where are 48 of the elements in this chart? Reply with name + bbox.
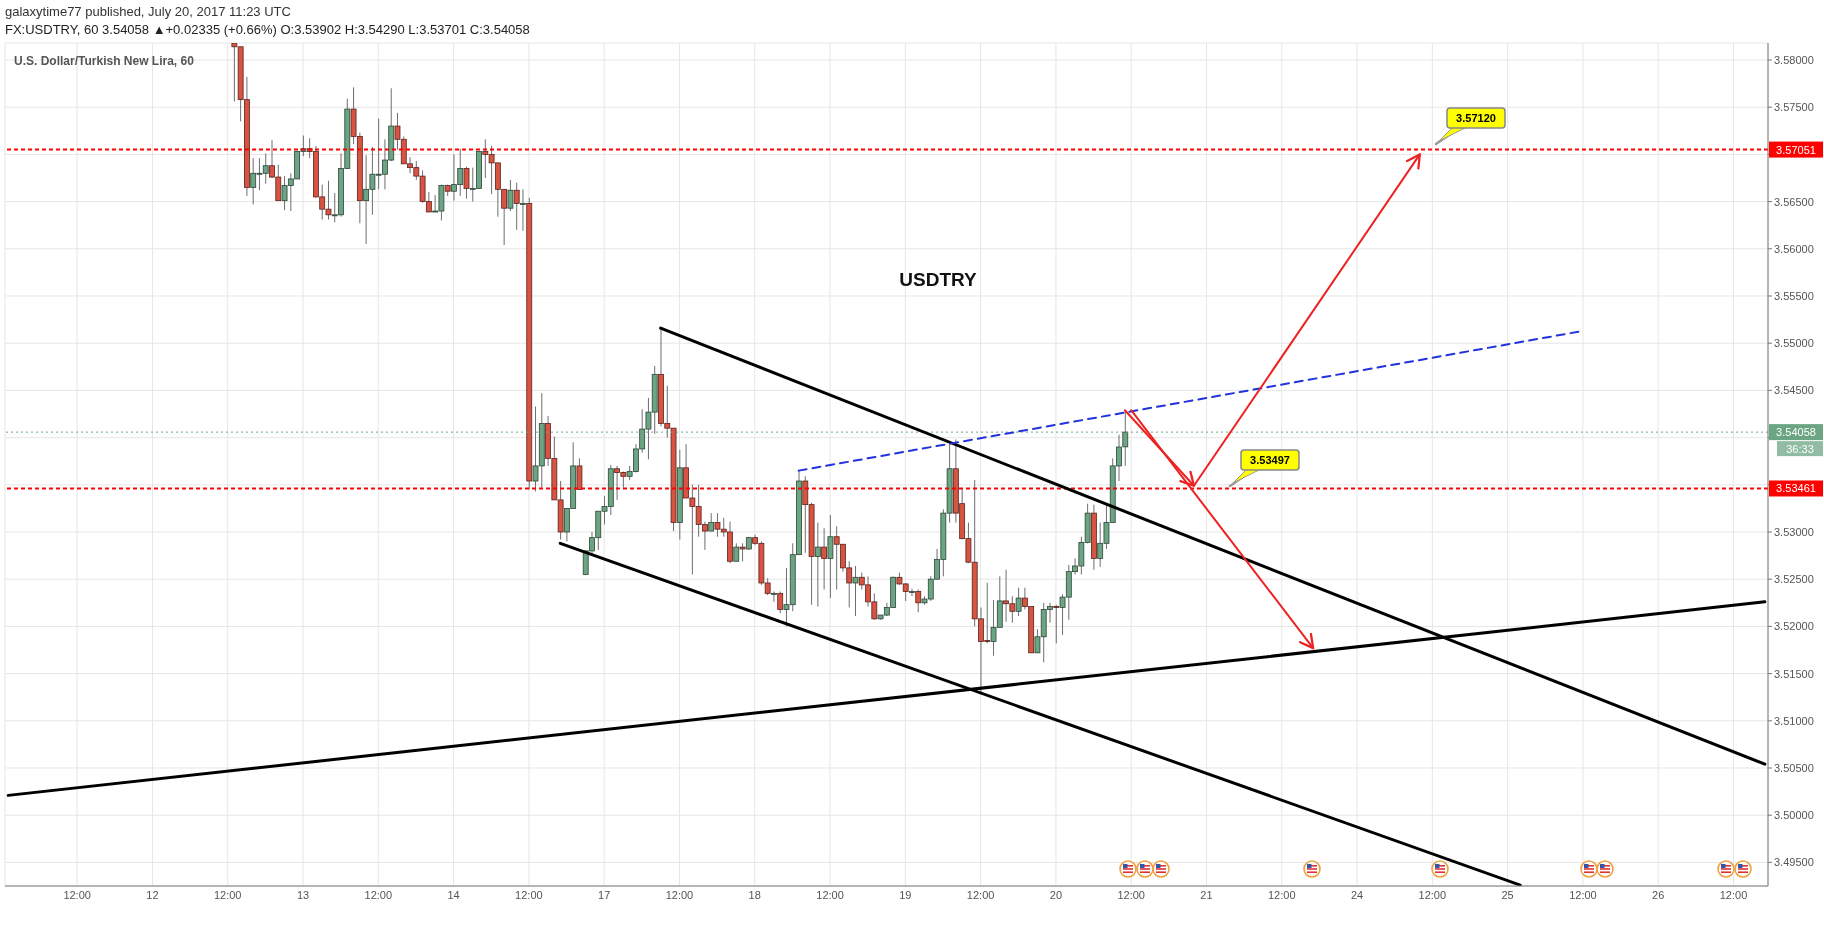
y-tick-label: 3.51500 [1774,667,1814,680]
x-tick-label: 12:00 [1117,888,1145,901]
annotation: 3.53497 [1250,454,1290,466]
x-tick-label: 21 [1200,888,1213,901]
text: U.S. Dollar/Turkish New Lira, 60 [14,53,194,69]
y-tick-label: 3.50500 [1774,762,1814,774]
y-tick-label: 3.54500 [1774,384,1814,397]
y-tick-label: 3.55000 [1774,337,1814,350]
x-tick-label: 18 [748,888,761,901]
x-tick-label: 12:00 [1569,888,1597,901]
ref-line-label: 3.57051 [1776,143,1816,156]
y-tick-label: 3.57500 [1774,101,1814,114]
y-tick-label: 3.49500 [1774,856,1814,869]
x-tick-label: 13 [296,888,310,901]
y-tick-label: 3.51000 [1774,714,1814,727]
text: FX:USDTRY, 60 3.54058 ▲+0.02335 (+0.66%) O:3.53902 H:3.54290 L:3.53701 C:3.54058 [5,22,530,38]
x-tick-label: 25 [1501,888,1514,901]
x-tick-label: 12:00 [816,888,844,901]
x-tick-label: 12:00 [1418,888,1447,901]
x-tick-label: 12:00 [966,888,995,901]
text: USDTRY [899,269,977,291]
x-tick-label: 20 [1049,888,1063,901]
y-tick-label: 3.50000 [1774,809,1814,822]
ref-line-label: 3.54058 [1776,426,1816,439]
x-tick-label: 19 [899,888,912,901]
x-tick-label: 12:00 [665,888,694,901]
x-tick-label: 17 [598,888,611,901]
x-tick-label: 12:00 [63,888,91,901]
ref-line-label: 3.53461 [1776,482,1816,495]
text: 36:33 [1786,442,1814,455]
x-tick-label: 12 [146,888,159,901]
x-tick-label: 12:00 [1719,888,1748,901]
y-tick-label: 3.52500 [1774,573,1814,586]
y-tick-label: 3.53000 [1774,526,1814,538]
x-tick-label: 12:00 [213,888,242,901]
x-tick-label: 26 [1652,888,1665,901]
x-tick-label: 14 [447,888,460,901]
y-tick-label: 3.58000 [1774,53,1814,66]
x-tick-label: 24 [1350,888,1364,901]
y-tick-label: 3.56000 [1774,242,1814,255]
x-tick-label: 12:00 [1268,888,1296,901]
text: galaxytime77 published, July 20, 2017 11:23 UTC [5,4,291,20]
y-tick-label: 3.52000 [1774,620,1814,633]
x-tick-label: 12:00 [515,888,543,901]
annotation: 3.57120 [1456,112,1496,124]
y-tick-label: 3.56500 [1774,195,1814,208]
y-tick-label: 3.55500 [1774,289,1814,302]
x-tick-label: 12:00 [364,888,393,901]
